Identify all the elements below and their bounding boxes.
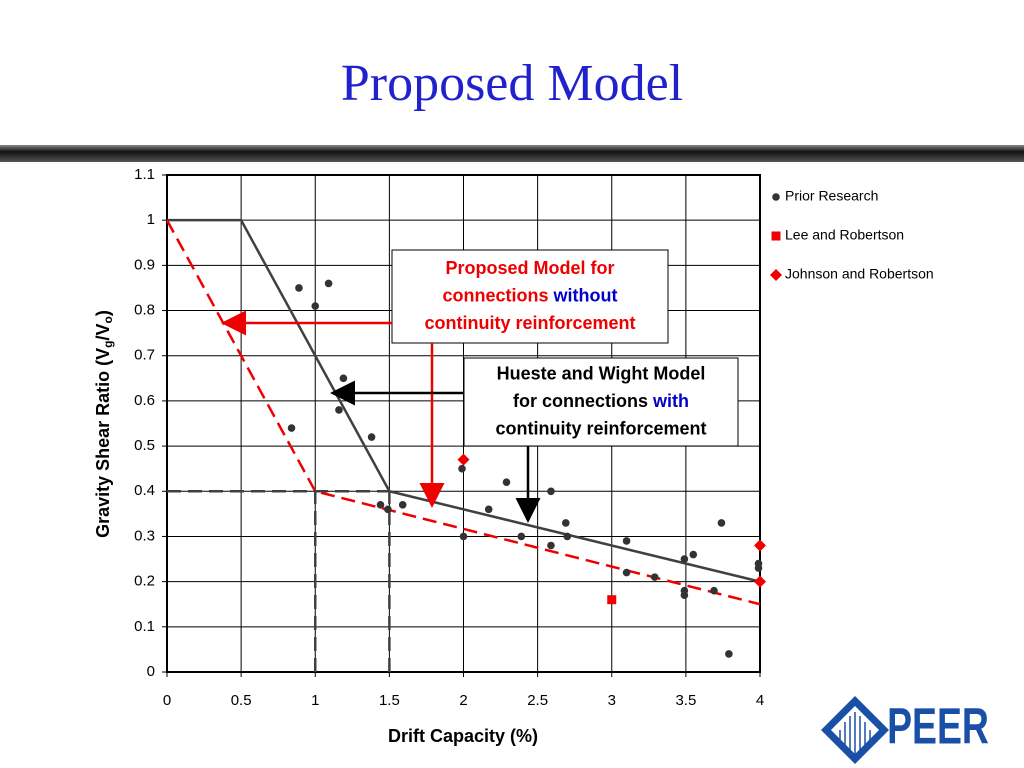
point [563,532,572,541]
model-line [165,219,761,606]
annotation-text: continuity reinforcement [424,313,635,333]
point [384,505,392,514]
point [324,279,333,288]
x-axis-label: Drift Capacity (%) [388,726,538,746]
logo-stripes [839,712,871,754]
point [502,478,511,487]
x-tick-label: 0.5 [231,692,252,709]
x-tick-label: 1 [311,692,319,709]
annotation-text: continuity reinforcement [495,418,706,438]
point [367,433,376,441]
annotation-box [463,357,739,447]
annotation-line: continuity reinforcement [495,418,706,438]
annotation-text: connections [443,285,554,305]
x-tick-label: 1.5 [379,692,400,709]
y-axis-label: Gravity Shear Ratio (Vg/Vo) [93,310,115,538]
y-tick-label: 0.9 [134,256,155,273]
annotation-line: continuity reinforcement [424,313,635,333]
x-tick-label: 2.5 [527,692,548,709]
point [295,284,303,292]
point [754,539,766,552]
point [717,519,726,527]
annotation-text: Proposed Model for [445,258,614,278]
point [607,595,617,605]
legend-item: Johnson and Robertson [770,266,934,282]
point [484,505,493,514]
logo: PEER [821,696,989,764]
point [457,453,470,466]
point [754,575,766,588]
annotation-line: connections without [443,285,618,305]
point [650,573,659,581]
annotation-text: for connections [513,391,653,411]
y-axis-label-part: o [101,316,115,323]
y-tick-label: 0.3 [134,527,155,544]
x-tick-label: 4 [756,692,764,709]
x-tick-label: 2 [459,692,467,709]
y-tick-label: 0.2 [134,573,155,590]
annotation-box [391,249,669,344]
point [335,406,343,414]
annotation: Hueste and Wight Model for connections wi… [463,357,739,447]
y-axis-label-part: Gravity Shear Ratio (V [93,348,113,538]
point [376,501,385,509]
legend-label: Lee and Robertson [785,227,904,243]
legend-swatch [771,231,781,241]
point [622,568,631,577]
y-axis-label-part: g [101,340,115,347]
y-tick-label: 0.8 [134,302,155,319]
legend-swatch [772,193,780,201]
point [561,519,570,527]
header-bar [0,145,1024,162]
legend-item: Lee and Robertson [771,227,904,243]
y-axis-label-part: ) [93,310,113,316]
annotation-text: without [553,285,618,305]
legend-label: Johnson and Robertson [785,266,934,282]
point [622,537,631,545]
point [680,555,689,563]
legend-swatch [770,269,782,281]
point [398,501,407,509]
y-tick-label: 0.4 [134,482,155,499]
point [311,302,320,310]
y-tick-label: 1 [147,211,155,228]
slide-title: Proposed Model [341,55,683,112]
x-tick-label: 3 [608,692,616,709]
y-tick-label: 0.5 [134,437,155,454]
plot-border [166,174,761,673]
point [754,564,763,572]
model-line [167,218,761,583]
point [517,532,526,541]
logo-text: PEER [887,699,989,755]
y-tick-label: 0.1 [134,618,155,635]
point [287,424,296,432]
x-tick-label: 3.5 [675,692,696,709]
annotation-line: for connections with [513,391,689,411]
y-tick-label: 1.1 [134,166,155,183]
legend-label: Prior Research [785,188,878,204]
point [547,541,555,550]
arrows [221,310,541,523]
chart: 0 0.1 0.2 0.3 0.4 0.5 0.6 0.7 0.8 0.9 1 1.1 0 0.5 1 1.5… [93,166,934,746]
point [725,650,733,658]
annotation-line: Hueste and Wight Model [497,363,706,383]
point [689,550,698,559]
annotation-text: with [652,391,689,411]
point [710,586,718,595]
annotation-text: Hueste and Wight Model [497,363,706,383]
y-tick-label: 0 [147,663,155,680]
y-axis-label-part: /V [93,323,113,340]
point [458,464,466,473]
y-tick-label: 0.6 [134,392,155,409]
annotation-line: Proposed Model for [445,258,614,278]
point [339,374,348,383]
point [680,591,689,599]
x-tick-label: 0 [163,692,171,709]
legend-item: Prior Research [772,188,878,204]
y-tick-label: 0.7 [134,347,155,364]
point [459,532,468,541]
point [547,487,555,496]
